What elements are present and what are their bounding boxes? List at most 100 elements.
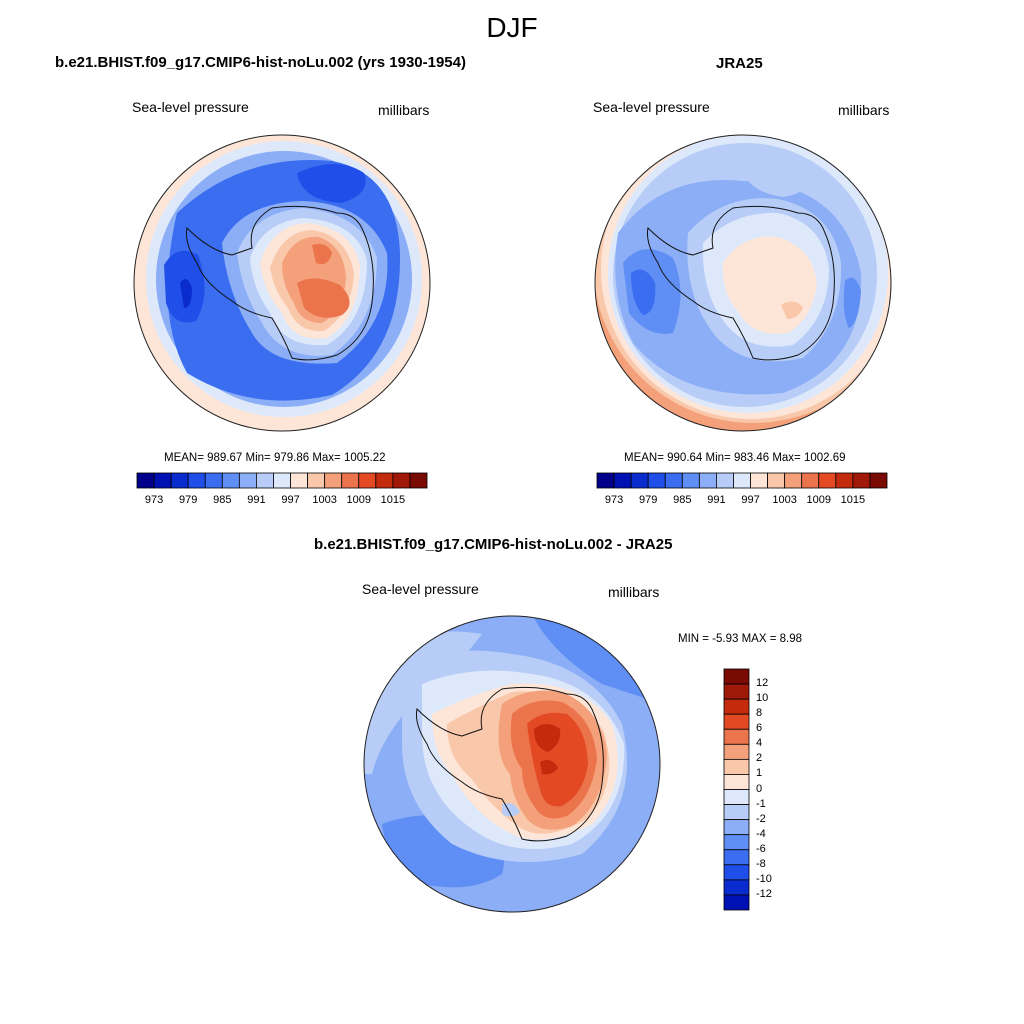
colorbar-tick-label: 4 xyxy=(756,737,763,750)
panel-1-stats: MEAN= 989.67 Min= 979.86 Max= 1005.22 xyxy=(164,452,386,464)
colorbar-tick-label: 1015 xyxy=(380,494,406,506)
panel-2-title: JRA25 xyxy=(716,55,763,72)
colorbar-swatch xyxy=(723,879,750,896)
panel-3-stats: MIN = -5.93 MAX = 8.98 xyxy=(678,633,803,645)
colorbar-swatch xyxy=(596,472,615,489)
colorbar-swatch xyxy=(733,472,751,489)
colorbar-swatch xyxy=(256,472,274,489)
colorbar-tick-label: 985 xyxy=(673,494,692,506)
panel-1-colorbar xyxy=(136,472,428,489)
colorbar-swatch xyxy=(273,472,291,489)
colorbar-swatch xyxy=(784,472,803,489)
colorbar-swatch xyxy=(630,472,649,489)
colorbar-tick-label: -10 xyxy=(756,872,772,885)
colorbar-tick-label: 979 xyxy=(638,494,658,506)
panel-2-map xyxy=(594,134,892,432)
colorbar-swatch xyxy=(801,472,820,489)
panel-2-units-label: millibars xyxy=(838,102,890,118)
colorbar-swatch xyxy=(238,472,257,489)
colorbar-swatch xyxy=(681,472,700,489)
colorbar-tick-label: -4 xyxy=(756,827,766,840)
colorbar-swatch xyxy=(723,789,750,805)
colorbar-swatch xyxy=(409,472,428,489)
colorbar-tick-label: -2 xyxy=(756,812,766,825)
colorbar-tick-label: -1 xyxy=(756,797,766,810)
panel-2-variable-label: Sea-level pressure xyxy=(593,99,710,115)
colorbar-tick-label: 10 xyxy=(756,692,769,705)
colorbar-swatch xyxy=(723,743,750,760)
colorbar-swatch xyxy=(664,472,683,489)
panel-1-variable-label: Sea-level pressure xyxy=(132,99,249,115)
colorbar-swatch xyxy=(723,728,750,745)
colorbar-swatch xyxy=(723,894,750,911)
colorbar-swatch xyxy=(723,819,750,836)
colorbar-swatch xyxy=(698,472,717,489)
colorbar-swatch xyxy=(341,472,360,489)
colorbar-tick-label: 1 xyxy=(756,767,763,780)
colorbar-tick-label: 0 xyxy=(756,782,763,795)
colorbar-tick-label: 973 xyxy=(144,494,164,506)
panel-2-colorbar xyxy=(596,472,888,489)
panel-2-stats: MEAN= 990.64 Min= 983.46 Max= 1002.69 xyxy=(624,452,846,464)
colorbar-swatch xyxy=(835,472,854,489)
colorbar-swatch xyxy=(324,472,343,489)
colorbar-swatch xyxy=(723,668,750,685)
colorbar-swatch xyxy=(647,472,666,489)
colorbar-swatch xyxy=(290,472,308,489)
colorbar-swatch xyxy=(716,472,734,489)
colorbar-swatch xyxy=(375,472,394,489)
colorbar-swatch xyxy=(307,472,326,489)
colorbar-tick-label: -12 xyxy=(756,887,772,900)
colorbar-tick-label: 1009 xyxy=(806,494,831,506)
colorbar-swatch xyxy=(136,472,155,489)
colorbar-swatch xyxy=(723,834,750,851)
panel-3-variable-label: Sea-level pressure xyxy=(362,581,479,597)
colorbar-swatch xyxy=(221,472,240,489)
colorbar-tick-label: 979 xyxy=(178,494,198,506)
colorbar-tick-label: 1015 xyxy=(840,494,866,506)
panel-1-units-label: millibars xyxy=(378,102,430,118)
colorbar-swatch xyxy=(750,472,768,489)
colorbar-swatch xyxy=(723,774,750,790)
colorbar-tick-label: 991 xyxy=(707,494,726,506)
colorbar-tick-label: 991 xyxy=(247,494,266,506)
colorbar-swatch xyxy=(723,713,750,730)
colorbar-tick-label: 8 xyxy=(756,707,763,720)
panel-3-title: b.e21.BHIST.f09_g17.CMIP6-hist-noLu.002 … xyxy=(314,536,673,553)
colorbar-tick-label: 973 xyxy=(604,494,624,506)
panel-1-title: b.e21.BHIST.f09_g17.CMIP6-hist-noLu.002 … xyxy=(55,54,466,71)
colorbar-swatch xyxy=(723,849,750,866)
colorbar-tick-label: 1009 xyxy=(346,494,371,506)
colorbar-tick-label: 2 xyxy=(756,752,763,765)
panel-1-map xyxy=(133,134,431,432)
colorbar-tick-label: 997 xyxy=(281,494,300,506)
colorbar-swatch xyxy=(723,804,750,821)
colorbar-tick-label: 12 xyxy=(756,677,769,690)
colorbar-swatch xyxy=(723,758,750,775)
colorbar-swatch xyxy=(723,698,750,715)
colorbar-swatch xyxy=(187,472,206,489)
colorbar-swatch xyxy=(204,472,223,489)
colorbar-swatch xyxy=(613,472,632,489)
colorbar-swatch xyxy=(767,472,786,489)
colorbar-swatch xyxy=(153,472,172,489)
colorbar-tick-label: 1003 xyxy=(772,494,797,506)
panel-3-units-label: millibars xyxy=(608,584,660,600)
colorbar-swatch xyxy=(723,864,750,881)
colorbar-tick-label: -8 xyxy=(756,857,766,870)
colorbar-tick-label: -6 xyxy=(756,842,766,855)
colorbar-swatch xyxy=(869,472,888,489)
colorbar-swatch xyxy=(392,472,411,489)
panel-3-map xyxy=(363,615,661,913)
figure-title: DJF xyxy=(486,12,538,43)
colorbar-swatch xyxy=(170,472,189,489)
colorbar-tick-label: 997 xyxy=(741,494,760,506)
colorbar-tick-label: 985 xyxy=(213,494,232,506)
colorbar-tick-label: 6 xyxy=(756,722,763,735)
colorbar-tick-label: 1003 xyxy=(312,494,337,506)
colorbar-swatch xyxy=(818,472,837,489)
colorbar-swatch xyxy=(852,472,871,489)
panel-3-colorbar xyxy=(723,668,750,911)
colorbar-swatch xyxy=(358,472,377,489)
colorbar-swatch xyxy=(723,683,750,700)
